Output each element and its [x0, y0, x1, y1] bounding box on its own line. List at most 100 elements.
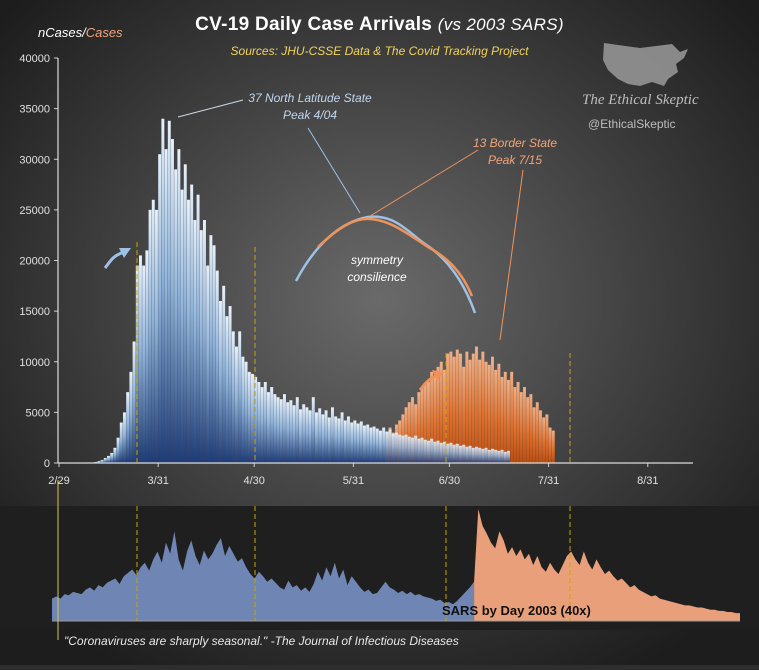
- bar-border: [484, 361, 488, 463]
- footer-quote: "Coronaviruses are sharply seasonal." -T…: [64, 634, 459, 648]
- bar-border: [539, 410, 542, 463]
- bar-north: [215, 270, 219, 463]
- bar-north: [497, 450, 501, 463]
- bar-north: [299, 409, 302, 463]
- bar-north: [379, 430, 382, 463]
- bar-border: [468, 359, 472, 463]
- bar-border: [427, 382, 430, 463]
- units-left: nCases: [38, 25, 83, 40]
- bar-north: [279, 399, 283, 463]
- bar-north: [337, 418, 341, 463]
- callout-line-border-curve: [369, 149, 479, 217]
- bar-border: [459, 353, 462, 463]
- bar-north: [430, 438, 434, 463]
- bar-north: [324, 410, 328, 463]
- bar-border: [526, 397, 530, 463]
- bar-north: [343, 420, 347, 463]
- bar-north: [507, 450, 510, 463]
- bar-north: [142, 265, 146, 463]
- usa-map-icon: [603, 43, 688, 86]
- bar-north: [148, 209, 152, 463]
- bar-north: [491, 448, 494, 463]
- bar-north: [212, 245, 216, 463]
- bar-north: [385, 431, 389, 463]
- bar-border: [494, 369, 498, 463]
- y-tick-label: 5000: [26, 407, 50, 419]
- bar-north: [219, 301, 222, 463]
- bar-north: [478, 447, 482, 463]
- brand-handle: @EthicalSkeptic: [588, 117, 676, 131]
- bar-north: [471, 447, 475, 463]
- bar-north: [420, 437, 424, 463]
- bar-north: [455, 443, 459, 463]
- title-paren: (vs 2003 SARS): [437, 15, 564, 34]
- bar-border: [436, 366, 440, 463]
- y-axis-unit-label: nCases/Cases: [38, 25, 123, 40]
- x-tick-label: 2/29: [48, 475, 69, 487]
- bar-north: [414, 435, 418, 463]
- bar-north: [164, 149, 168, 463]
- y-tick-label: 10000: [19, 357, 50, 369]
- bar-north: [222, 285, 226, 463]
- bar-north: [305, 407, 309, 463]
- bar-north: [407, 436, 411, 463]
- bar-north: [155, 209, 158, 463]
- bar-border: [465, 351, 469, 463]
- bar-border: [481, 351, 485, 463]
- symmetry-curve-border: [317, 217, 474, 297]
- bar-border: [548, 427, 552, 463]
- bar-north: [401, 435, 405, 463]
- bar-north: [487, 449, 491, 463]
- bar-border: [545, 414, 549, 463]
- title-main: CV-19 Daily Case Arrivals: [195, 14, 433, 35]
- bar-border: [487, 364, 491, 463]
- bar-border: [551, 430, 555, 463]
- bar-border: [516, 382, 520, 463]
- bar-north: [411, 437, 414, 463]
- bar-north: [158, 154, 162, 463]
- bar-north: [331, 407, 334, 463]
- bar-border: [507, 379, 510, 463]
- bar-north: [302, 404, 306, 463]
- bar-north: [439, 442, 443, 463]
- x-tick-label: 3/31: [147, 475, 168, 487]
- bar-north: [462, 444, 466, 463]
- bar-border: [449, 351, 453, 463]
- bar-border: [423, 384, 427, 463]
- bar-north: [177, 149, 181, 463]
- bar-north: [321, 414, 325, 463]
- x-tick-label: 5/31: [343, 475, 364, 487]
- bar-north: [244, 361, 248, 463]
- bar-north: [228, 306, 232, 463]
- bar-north: [382, 427, 386, 463]
- bar-north: [436, 440, 440, 463]
- chart-title: CV-19 Daily Case Arrivals (vs 2003 SARS): [0, 14, 759, 36]
- bar-north: [97, 460, 101, 463]
- bar-north: [139, 255, 142, 463]
- arrow-north-icon: [103, 250, 125, 269]
- bar-north: [132, 341, 136, 463]
- bar-border: [455, 349, 459, 463]
- bar-border: [439, 361, 443, 463]
- bar-border: [417, 392, 421, 463]
- bar-north: [350, 422, 354, 463]
- bar-north: [315, 412, 318, 463]
- bar-north: [391, 433, 395, 463]
- bar-north: [404, 434, 408, 463]
- y-tick-label: 20000: [19, 256, 50, 268]
- bar-border: [452, 356, 456, 463]
- bar-north: [190, 184, 194, 463]
- bar-north: [116, 437, 120, 463]
- bar-north: [292, 405, 296, 463]
- bar-north: [283, 394, 286, 463]
- bar-north: [340, 412, 344, 463]
- bar-north: [151, 199, 155, 463]
- bar-border: [478, 359, 482, 463]
- bar-border: [529, 394, 533, 463]
- bar-north: [308, 410, 312, 463]
- bar-border: [497, 363, 501, 463]
- brand-name: The Ethical Skeptic: [582, 92, 699, 108]
- bar-north: [295, 397, 299, 463]
- bar-border: [430, 371, 434, 463]
- bar-border: [519, 392, 523, 463]
